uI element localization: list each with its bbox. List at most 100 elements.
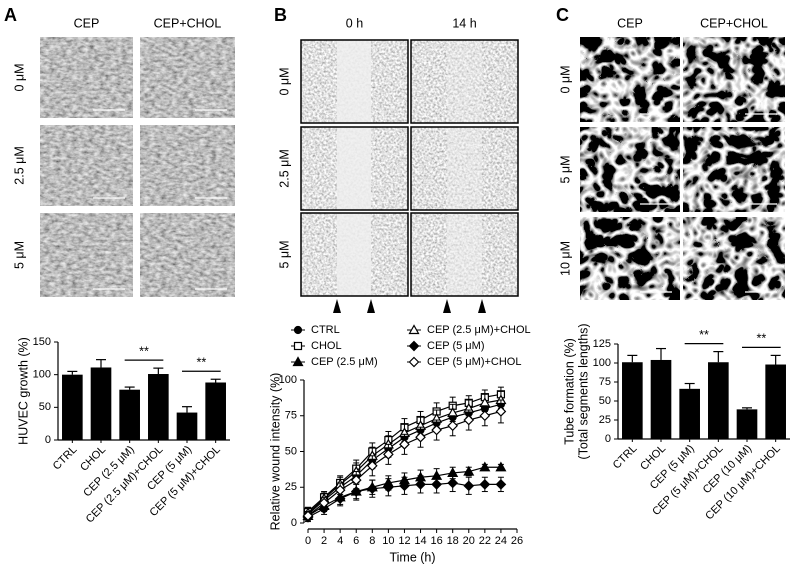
x-tick-label: 8 (369, 535, 375, 547)
y-tick-label: 100 (593, 357, 611, 369)
marker (479, 479, 491, 490)
x-axis-label: Time (h) (389, 550, 435, 564)
micrograph (683, 217, 785, 300)
wound-gap (337, 213, 371, 296)
x-tick-label: CTRL (611, 443, 640, 472)
marker (431, 424, 442, 436)
row-label: 10 μM (558, 241, 572, 276)
legend-marker (293, 341, 303, 351)
y-axis-label: HUVEC growth (%) (16, 337, 30, 445)
legend-marker (408, 356, 420, 368)
micrograph (683, 127, 785, 212)
legend-label: CEP (5 μM) (427, 340, 484, 352)
marker (366, 483, 378, 495)
micrograph (40, 37, 133, 118)
legend-label: CEP (2.5 μM) (311, 356, 378, 368)
bar (679, 388, 700, 439)
legend-label: CHOL (311, 340, 342, 352)
series-line (307, 399, 502, 514)
wound-gap (447, 213, 482, 296)
arrowheads (333, 299, 486, 313)
bar (650, 359, 672, 439)
micrograph (40, 213, 133, 297)
image-border (300, 39, 409, 124)
x-tick-label: 4 (337, 535, 343, 547)
image-border (300, 212, 409, 297)
x-tick-label: 22 (479, 535, 491, 547)
marker (383, 449, 394, 460)
column-label: CEP (617, 16, 643, 30)
y-axis-label: Tube formation (%) (562, 338, 576, 445)
wound-gap (447, 40, 482, 123)
arrowhead (443, 299, 451, 313)
y-tick-label: 25 (285, 481, 297, 493)
bar (90, 367, 112, 440)
panel-label: B (274, 5, 287, 25)
marker (350, 486, 362, 497)
x-tick-label: 12 (398, 535, 410, 547)
legend-marker (408, 324, 420, 335)
micrograph (140, 125, 235, 206)
wound-gap (447, 127, 482, 210)
marker (383, 481, 394, 493)
panel-label: A (4, 5, 17, 25)
marker (431, 479, 442, 490)
arrowhead (367, 299, 375, 313)
legend-marker (293, 325, 303, 335)
row-label: 2.5 μM (277, 149, 291, 187)
row-label: 0 μM (277, 67, 291, 95)
row-label: 0 μM (558, 65, 572, 93)
x-tick-label: 16 (430, 535, 442, 547)
marker (463, 465, 475, 476)
micrograph (580, 127, 680, 212)
marker (463, 480, 475, 492)
y-tick-label: 150 (33, 336, 51, 348)
y-tick-label: 100 (33, 369, 51, 381)
marker (399, 439, 410, 450)
wound-gap (337, 127, 371, 210)
y-tick-label: 50 (599, 395, 611, 407)
bar (62, 374, 83, 440)
y-tick-label: 25 (599, 414, 611, 426)
y-tick-label: 75 (599, 376, 611, 388)
legend-label: CEP (2.5 μM)+CHOL (427, 324, 531, 336)
significance-label: ** (139, 344, 149, 358)
image-border (410, 212, 519, 297)
marker (350, 474, 362, 486)
marker (479, 461, 491, 472)
row-label: 5 μM (558, 155, 572, 183)
x-tick-label: 20 (463, 535, 475, 547)
column-label: CEP (74, 16, 100, 30)
column-label: 0 h (346, 16, 363, 30)
marker (366, 460, 378, 472)
image-border (410, 39, 519, 124)
bar (119, 389, 140, 440)
x-tick-label: 18 (447, 535, 459, 547)
y-tick-label: 50 (39, 401, 51, 413)
y-tick-label: 100 (279, 374, 297, 386)
x-tick-label: 0 (305, 535, 311, 547)
bar (736, 409, 758, 439)
marker (495, 479, 507, 490)
legend-marker (408, 340, 420, 352)
marker (399, 480, 410, 492)
bar (708, 362, 729, 439)
legend-label: CTRL (311, 324, 340, 336)
marker (302, 510, 314, 522)
bar (765, 364, 786, 439)
arrowhead (478, 299, 486, 313)
micrograph (683, 37, 785, 122)
x-tick-label: 14 (414, 535, 426, 547)
x-tick-label: 2 (321, 535, 327, 547)
image-border (300, 126, 409, 211)
wound-gap (337, 40, 371, 123)
row-label: 5 μM (277, 240, 291, 268)
marker (415, 479, 426, 490)
image-border (410, 126, 519, 211)
column-label: CEP+CHOL (154, 16, 222, 30)
x-tick-label: 6 (353, 535, 359, 547)
x-tick-label: CTRL (51, 444, 80, 473)
y-axis-label: (Total segments lengths) (576, 323, 590, 459)
